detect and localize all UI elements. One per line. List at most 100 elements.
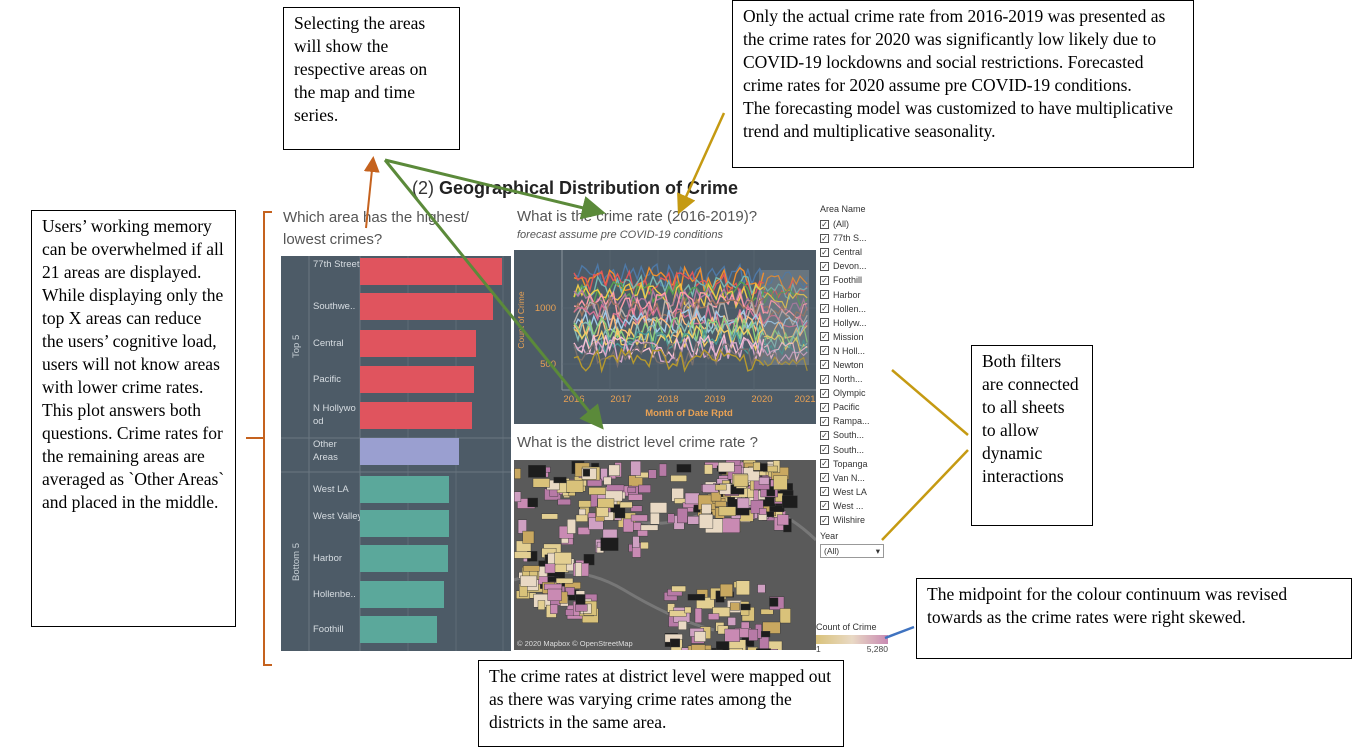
district-cell[interactable] (628, 494, 643, 501)
area-filter-item[interactable]: ✓ Van N... (820, 471, 886, 485)
district-cell[interactable] (691, 644, 706, 650)
area-filter-item[interactable]: ✓ Topanga (820, 457, 886, 471)
district-cell[interactable] (717, 462, 735, 473)
district-cell[interactable] (638, 484, 651, 493)
district-cell[interactable] (622, 518, 634, 533)
bar-1[interactable] (360, 293, 494, 320)
district-cell[interactable] (648, 469, 657, 479)
district-cell[interactable] (532, 478, 550, 488)
line-series[interactable] (573, 340, 765, 369)
district-cell[interactable] (669, 610, 687, 617)
district-cell[interactable] (782, 495, 798, 509)
district-cell[interactable] (555, 577, 574, 584)
line-series[interactable] (573, 274, 765, 302)
district-cell[interactable] (544, 583, 563, 590)
district-cell[interactable] (694, 608, 702, 623)
district-cell[interactable] (630, 460, 641, 476)
bar-chart[interactable]: Top 5 Bottom 5 77th Street Southwe.. Centr… (281, 256, 511, 651)
district-cell[interactable] (608, 464, 620, 476)
forecast-series[interactable] (763, 355, 808, 371)
checkbox-icon[interactable]: ✓ (820, 445, 829, 455)
district-cell[interactable] (537, 600, 546, 610)
district-cell[interactable] (779, 608, 791, 624)
district-cell[interactable] (757, 584, 766, 594)
district-cell[interactable] (544, 563, 556, 574)
district-cell[interactable] (514, 468, 522, 479)
forecast-series[interactable] (763, 274, 808, 292)
district-cell[interactable] (762, 621, 781, 634)
district-cell[interactable] (566, 480, 584, 493)
district-cell[interactable] (578, 500, 593, 508)
district-cell[interactable] (777, 514, 789, 526)
district-cell[interactable] (714, 501, 727, 507)
checkbox-icon[interactable]: ✓ (820, 515, 829, 525)
district-cell[interactable] (704, 464, 713, 475)
district-cell[interactable] (687, 594, 706, 601)
district-cell[interactable] (582, 468, 590, 477)
forecast-series[interactable] (763, 287, 808, 307)
line-series[interactable] (573, 332, 765, 361)
district-cell[interactable] (670, 474, 688, 482)
district-cell[interactable] (630, 505, 643, 512)
area-filter-item[interactable]: ✓ 77th S... (820, 231, 886, 245)
district-cell[interactable] (740, 603, 751, 611)
district-cell[interactable] (633, 522, 642, 531)
bar-0[interactable] (360, 258, 502, 285)
district-cell[interactable] (773, 475, 788, 490)
line-series[interactable] (573, 262, 765, 289)
forecast-series[interactable] (763, 348, 808, 365)
district-cell[interactable] (729, 648, 743, 650)
area-filter-item[interactable]: ✓ South... (820, 428, 886, 442)
checkbox-icon[interactable]: ✓ (820, 275, 829, 285)
district-cell[interactable] (588, 487, 606, 495)
line-chart[interactable]: 1000 500 Count of Crime 2016 2017 2018 2… (514, 250, 816, 424)
district-cell[interactable] (597, 498, 615, 508)
district-cell[interactable] (719, 583, 733, 597)
district-cell[interactable] (514, 491, 522, 503)
area-filter-item[interactable]: ✓ Devon... (820, 259, 886, 273)
checkbox-icon[interactable]: ✓ (820, 219, 829, 229)
district-cell[interactable] (678, 620, 687, 630)
checkbox-icon[interactable]: ✓ (820, 304, 829, 314)
bar-8[interactable] (360, 545, 449, 572)
checkbox-icon[interactable]: ✓ (820, 318, 829, 328)
bar-2[interactable] (360, 330, 477, 357)
district-cell[interactable] (756, 648, 771, 650)
district-cell[interactable] (550, 604, 558, 614)
checkbox-icon[interactable]: ✓ (820, 430, 829, 440)
district-cell[interactable] (722, 517, 741, 533)
district-cell[interactable] (707, 613, 720, 620)
district-cell[interactable] (715, 641, 730, 651)
district-cell[interactable] (748, 628, 758, 641)
district-cell[interactable] (687, 516, 699, 525)
area-filter-item[interactable]: ✓ (All) (820, 217, 886, 231)
area-filter-item[interactable]: ✓ Hollen... (820, 302, 886, 316)
district-cell[interactable] (520, 575, 537, 587)
area-filter-item[interactable]: ✓ Wilshire (820, 513, 886, 527)
district-cell[interactable] (575, 514, 588, 522)
district-cell[interactable] (752, 462, 761, 471)
district-cell[interactable] (740, 621, 750, 629)
forecast-series[interactable] (763, 282, 808, 300)
area-filter-item[interactable]: ✓ Pacific (820, 400, 886, 414)
district-cell[interactable] (667, 513, 675, 524)
forecast-series[interactable] (763, 352, 808, 368)
area-filter-item[interactable]: ✓ Hollyw... (820, 316, 886, 330)
area-filter-item[interactable]: ✓ Harbor (820, 287, 886, 301)
district-cell[interactable] (577, 527, 591, 535)
checkbox-icon[interactable]: ✓ (820, 346, 829, 356)
area-filter-item[interactable]: ✓ Olympic (820, 386, 886, 400)
line-series[interactable] (573, 347, 765, 374)
forecast-series[interactable] (763, 313, 808, 330)
district-cell[interactable] (528, 464, 546, 478)
district-cell[interactable] (619, 501, 633, 508)
district-cell[interactable] (632, 536, 640, 549)
area-filter-item[interactable]: ✓ Rampa... (820, 414, 886, 428)
district-cell[interactable] (565, 587, 575, 596)
district-cell[interactable] (696, 597, 715, 609)
district-cell[interactable] (575, 594, 586, 605)
district-cell[interactable] (714, 484, 727, 491)
area-filter-item[interactable]: ✓ West LA (820, 485, 886, 499)
year-select[interactable]: (All) ▾ (820, 544, 884, 559)
area-filter-item[interactable]: ✓ Newton (820, 358, 886, 372)
